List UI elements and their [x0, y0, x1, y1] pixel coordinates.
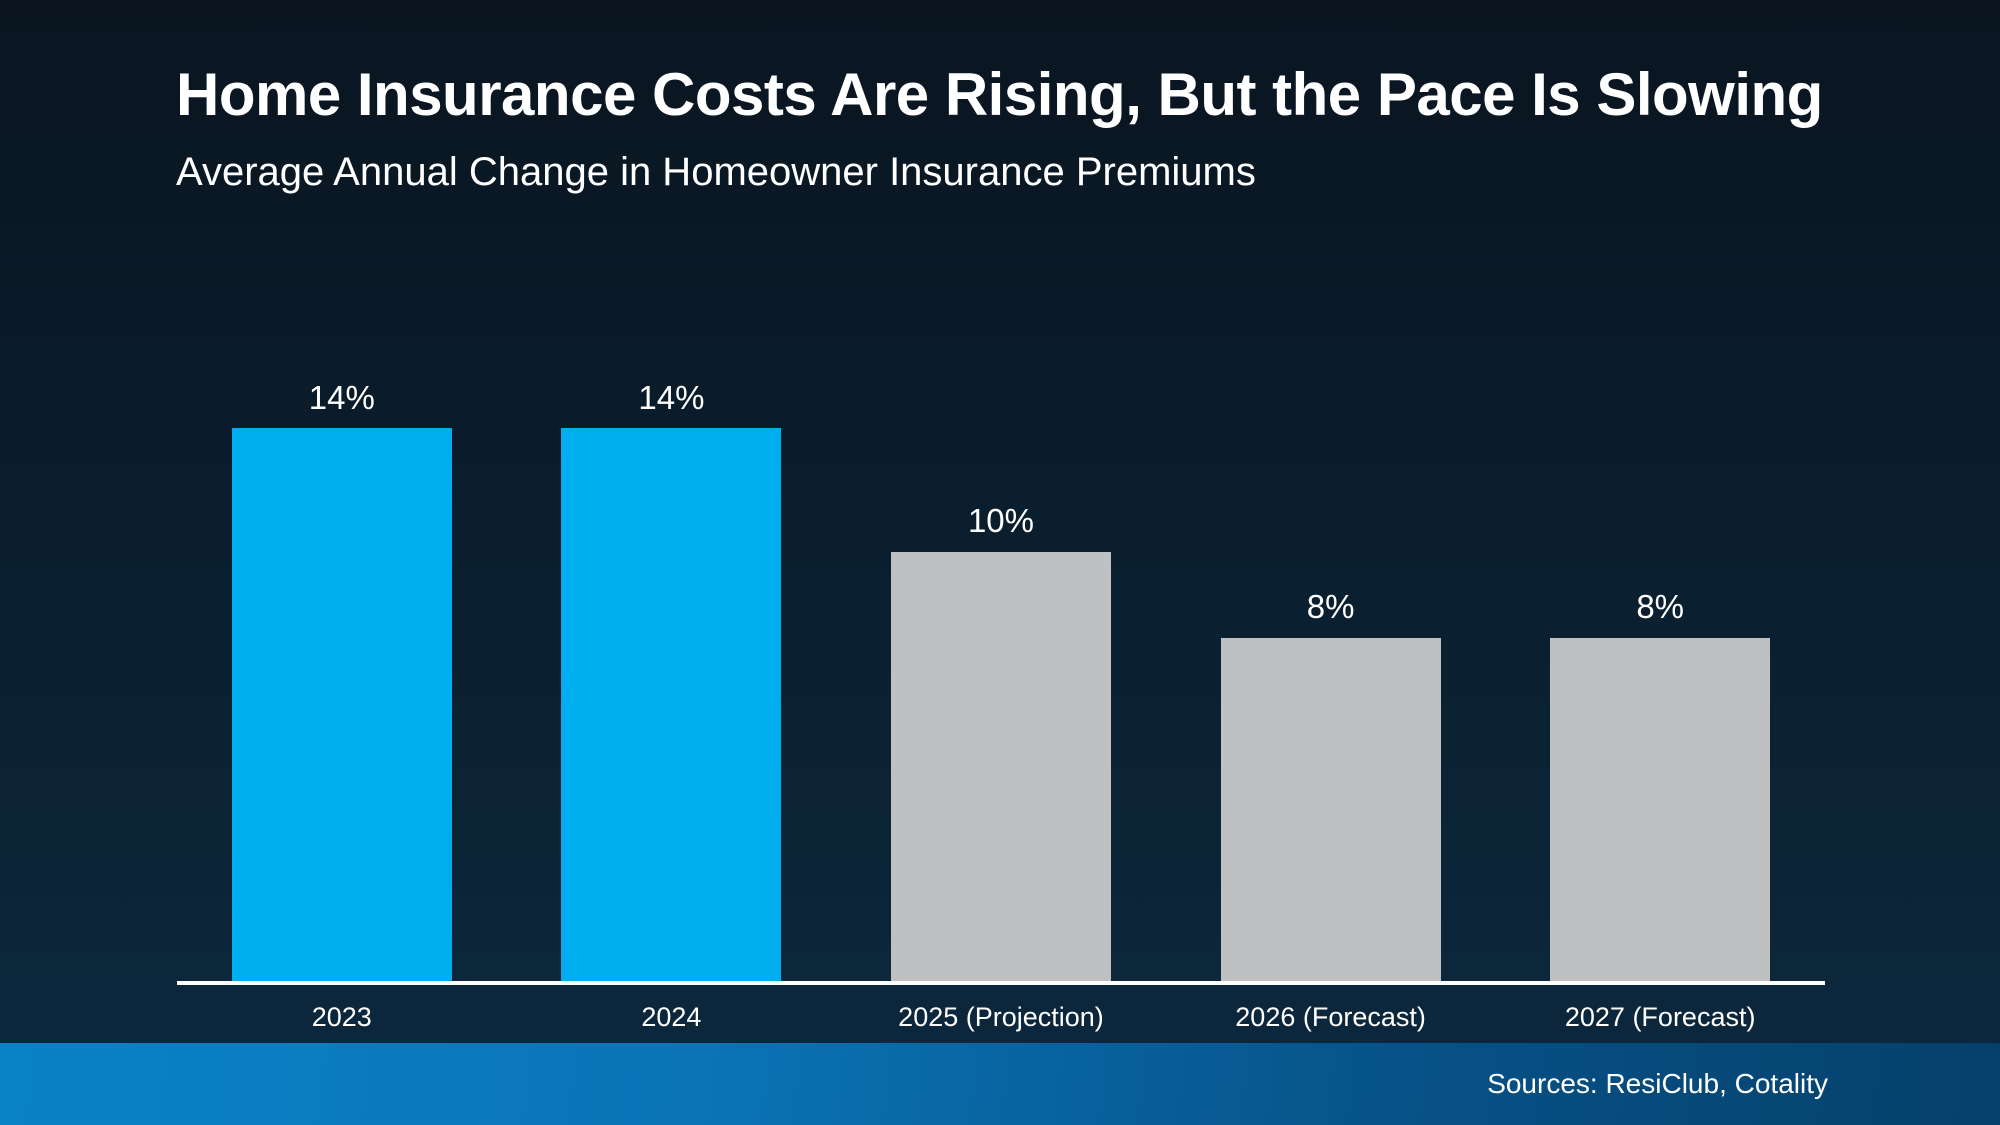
bar-value-label: 8% — [1306, 588, 1355, 626]
bar-value-label: 14% — [638, 379, 705, 416]
chart-title: Home Insurance Costs Are Rising, But the… — [176, 61, 1823, 128]
bar — [561, 428, 782, 981]
x-axis-line — [177, 981, 1825, 985]
bar-value-label: 10% — [967, 502, 1035, 540]
bar-group: 14% — [177, 379, 507, 981]
footer-band: Sources: ResiClub, Cotality — [0, 1043, 2000, 1125]
bar-group: 10% — [836, 380, 1166, 981]
x-axis-tick-label: 2025 (Projection) — [898, 1002, 1104, 1032]
x-axis-tick-label: 2027 (Forecast) — [1564, 1002, 1756, 1032]
chart-subtitle: Average Annual Change in Homeowner Insur… — [176, 150, 1256, 194]
bar-value-label: 14% — [308, 379, 375, 416]
bar-group: 8% — [1166, 380, 1496, 981]
x-axis-tick-label: 2026 (Forecast) — [1235, 1002, 1426, 1032]
sources-text: Sources: ResiClub, Cotality — [1487, 1068, 1828, 1099]
bar-group: 14% — [507, 379, 837, 981]
x-axis-tick-label: 2024 — [641, 1002, 702, 1032]
header: Home Insurance Costs Are Rising, But the… — [176, 61, 1823, 195]
bar-value-label: 8% — [1636, 588, 1685, 626]
bar-group: 8% — [1495, 380, 1825, 981]
bar-chart-plot-area: 14% 14% 10% 8% 8% — [177, 379, 1825, 981]
bar — [1550, 637, 1771, 981]
x-axis-labels: 2023 2024 2025 (Projection) 2026 (Forecast)… — [177, 993, 1825, 1033]
bar — [1220, 637, 1441, 981]
bar — [890, 551, 1111, 981]
x-axis-tick-label: 2023 — [311, 1002, 372, 1032]
bar — [231, 428, 452, 981]
